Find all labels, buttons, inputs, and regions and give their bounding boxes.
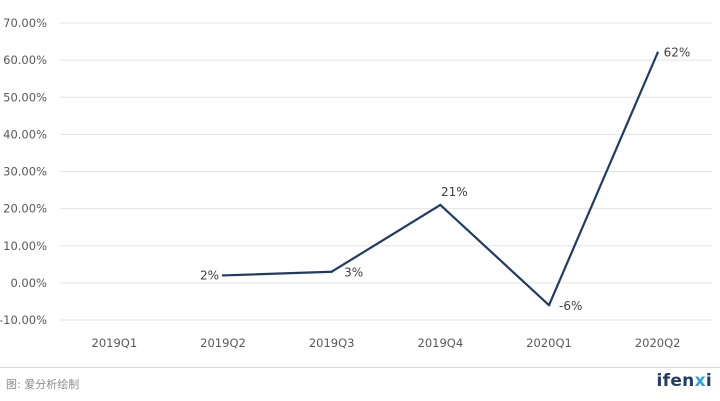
ifenxi-logo: ifenxi [656,371,712,391]
data-point [439,203,442,207]
series-polyline [222,52,659,307]
data-label: -6% [559,299,582,313]
data-point [656,51,659,54]
data-point [221,274,225,277]
data-point [547,303,551,307]
x-tick-label: 2020Q2 [635,336,681,350]
y-tick-label: 50.00% [3,90,47,104]
y-tick-label: 20.00% [3,202,47,216]
y-tick-label: 30.00% [3,165,47,179]
line-chart: -10.00% 0.00% 10.00% 20.00% 30.00% 40.00% 50.0… [0,16,712,350]
x-tick-label: 2019Q3 [309,336,355,350]
data-labels: 2% 3% 21% -6% 62% [200,46,690,313]
y-tick-label: 40.00% [3,127,47,141]
y-tick-label: 10.00% [3,239,47,253]
x-axis: 2019Q1 2019Q2 2019Q3 2019Q4 2020Q1 2020Q2 [92,336,681,350]
data-label: 2% [200,268,219,282]
x-tick-label: 2019Q2 [200,336,246,350]
x-tick-label: 2019Q4 [418,336,464,350]
series-line [221,51,659,307]
data-label: 3% [344,266,363,280]
y-tick-label: 0.00% [10,276,47,290]
x-tick-label: 2019Q1 [92,336,138,350]
data-label: 62% [664,46,691,60]
data-label: 21% [441,185,468,199]
footer-divider [0,367,720,368]
grid-lines [60,22,712,321]
data-point [330,270,333,273]
x-tick-label: 2020Q1 [526,336,572,350]
y-tick-label: 60.00% [3,53,47,67]
y-axis: -10.00% 0.00% 10.00% 20.00% 30.00% 40.00% 50.0… [0,16,47,327]
source-note: 图: 爱分析绘制 [6,378,80,391]
y-tick-label: 70.00% [3,16,47,30]
y-tick-label: -10.00% [0,313,47,327]
